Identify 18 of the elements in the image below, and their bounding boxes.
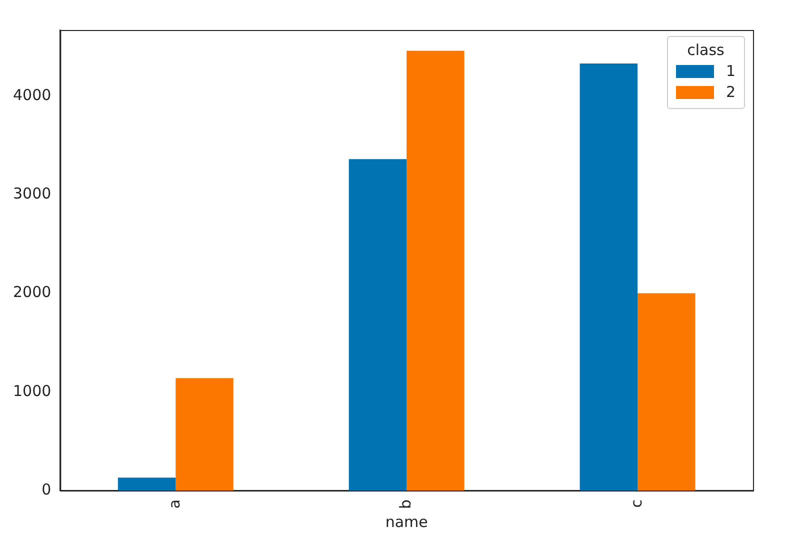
bar — [406, 50, 464, 490]
x-tick-label: c — [627, 499, 646, 508]
bar — [118, 478, 176, 490]
bar — [348, 159, 407, 490]
x-axis-title: name — [385, 512, 428, 531]
legend-label: 1 — [726, 62, 736, 80]
bar — [638, 293, 696, 490]
y-tick-label: 1000 — [12, 382, 52, 400]
bar — [176, 378, 234, 490]
y-tick-label: 2000 — [12, 283, 52, 302]
x-tick-label: a — [166, 499, 184, 509]
legend-label: 2 — [726, 83, 736, 101]
y-tick-label: 0 — [42, 480, 52, 498]
legend-title: class — [686, 41, 726, 59]
y-tick-label: 4000 — [12, 86, 52, 104]
bar — [580, 64, 638, 490]
x-tick-label: b — [396, 499, 414, 510]
y-tick-label: 3000 — [12, 184, 52, 203]
